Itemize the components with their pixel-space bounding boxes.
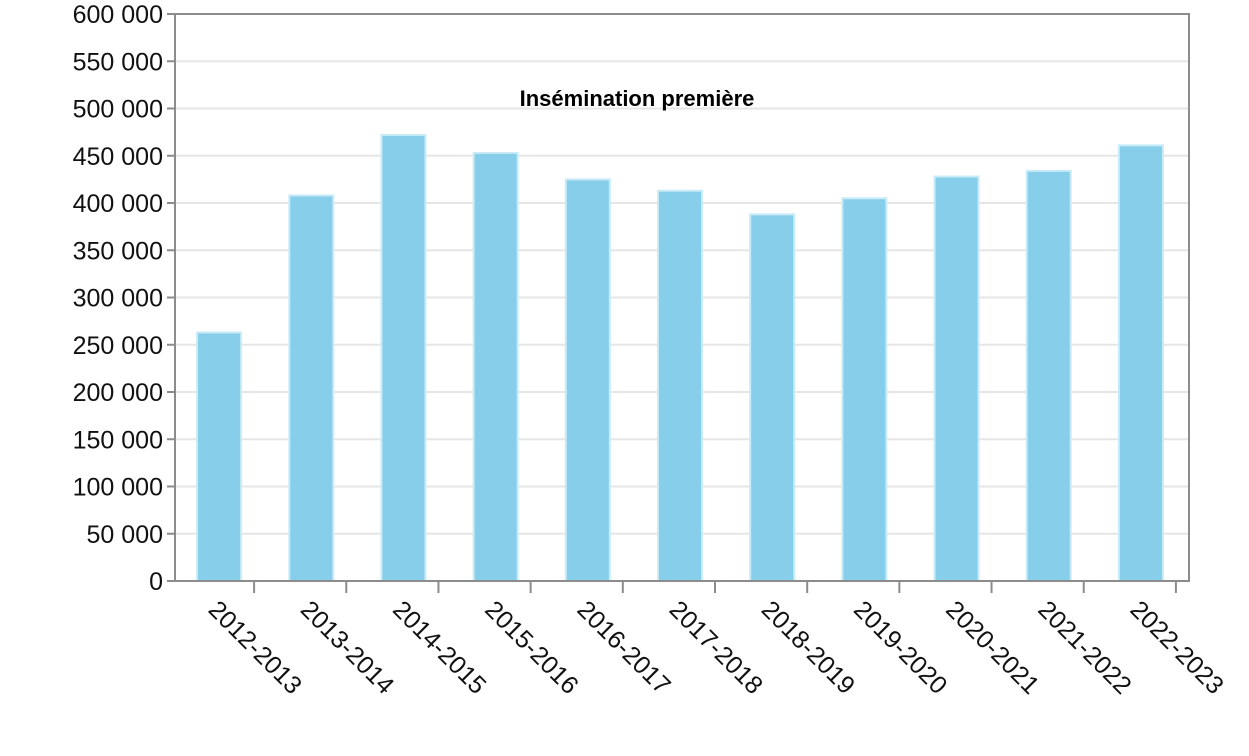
y-tick-label: 400 000 xyxy=(73,190,163,218)
x-tick-label: 2020-2021 xyxy=(940,595,1044,699)
x-tick-label: 2015-2016 xyxy=(479,595,583,699)
y-tick-label: 100 000 xyxy=(73,474,163,502)
bar-2014-2015 xyxy=(380,133,427,583)
y-axis: 0 50 000 100 000 150 000 200 000 250 000 300 0… xyxy=(73,1,175,596)
bar-2021-2022 xyxy=(1025,169,1072,582)
x-tick-label: 2019-2020 xyxy=(848,595,952,699)
bar-2020-2021 xyxy=(933,175,980,582)
x-tick-label: 2012-2013 xyxy=(203,595,307,699)
x-axis: 2012-20132013-20142014-20152015-20162016… xyxy=(203,581,1229,700)
x-tick-label: 2022-2023 xyxy=(1125,595,1229,699)
y-tick-label: 600 000 xyxy=(73,1,163,29)
bars xyxy=(196,133,1164,583)
y-tick-label: 200 000 xyxy=(73,379,163,407)
y-tick-label: 50 000 xyxy=(87,521,163,549)
y-tick-label: 250 000 xyxy=(73,332,163,360)
y-tick-label: 350 000 xyxy=(73,237,163,265)
x-tick-label: 2013-2014 xyxy=(295,595,399,699)
x-tick-label: 2021-2022 xyxy=(1032,595,1136,699)
bar-2018-2019 xyxy=(749,213,796,582)
bar-2017-2018 xyxy=(657,189,703,582)
y-tick-label: 150 000 xyxy=(73,426,163,454)
x-tick-label: 2016-2017 xyxy=(572,595,676,699)
y-tick-label: 300 000 xyxy=(73,285,163,313)
y-tick-label: 500 000 xyxy=(73,96,163,124)
bar-2019-2020 xyxy=(841,197,888,582)
y-tick-label: 0 xyxy=(149,568,163,596)
x-tick-label: 2018-2019 xyxy=(756,595,860,699)
bar-2013-2014 xyxy=(288,194,335,582)
x-tick-label: 2017-2018 xyxy=(664,595,768,699)
bar-2022-2023 xyxy=(1117,144,1164,582)
bar-2015-2016 xyxy=(472,151,519,582)
chart-title: Insémination première xyxy=(520,86,755,111)
bar-2016-2017 xyxy=(564,178,611,582)
x-tick-label: 2014-2015 xyxy=(387,595,491,699)
y-tick-label: 550 000 xyxy=(73,48,163,76)
bar-2012-2013 xyxy=(196,331,243,582)
y-tick-label: 450 000 xyxy=(73,143,163,171)
